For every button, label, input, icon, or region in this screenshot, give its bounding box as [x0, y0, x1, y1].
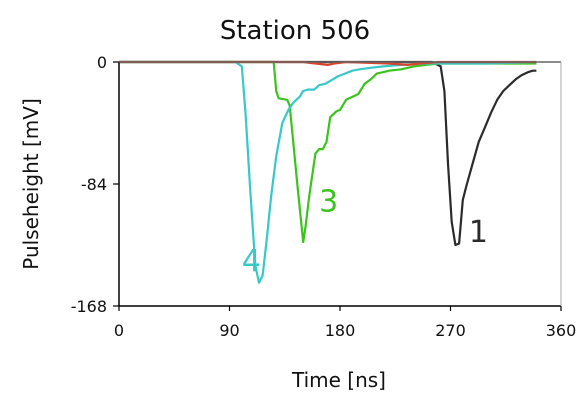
x-tick-label: 360 [546, 321, 577, 340]
series-layer [119, 60, 537, 284]
chart-title: Station 506 [220, 16, 370, 46]
series-label-3: 3 [319, 185, 338, 220]
series-line-4 [119, 60, 537, 284]
plot-area [119, 62, 561, 306]
series-label-1: 1 [469, 215, 488, 250]
x-axis-label: Time [ns] [291, 368, 386, 392]
series-annotations: 1 3 4 [242, 185, 488, 280]
axes: 0 90 180 270 360 0 -84 -168 [71, 53, 577, 340]
y-tick-label: 0 [97, 53, 107, 72]
x-tick-label: 270 [435, 321, 466, 340]
x-tick-label: 0 [114, 321, 124, 340]
x-tick-label: 90 [219, 321, 239, 340]
series-line-3 [119, 60, 537, 244]
y-axis-label: Pulseheight [mV] [19, 98, 43, 270]
series-label-4: 4 [242, 244, 261, 279]
series-line-1 [119, 60, 537, 247]
y-tick-label: -168 [71, 297, 107, 316]
plot-background [119, 62, 561, 306]
x-tick-label: 180 [325, 321, 356, 340]
y-tick-label: -84 [81, 175, 107, 194]
